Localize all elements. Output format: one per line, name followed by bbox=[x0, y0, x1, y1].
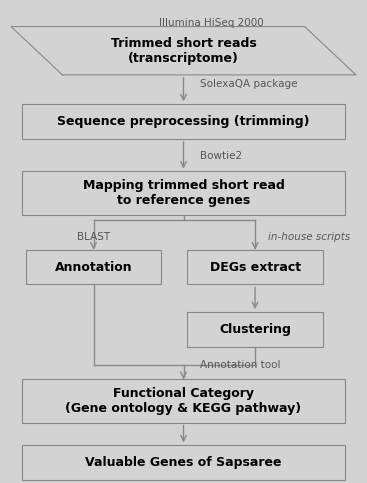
Polygon shape bbox=[11, 27, 356, 75]
Text: Mapping trimmed short read
to reference genes: Mapping trimmed short read to reference … bbox=[83, 179, 284, 207]
FancyBboxPatch shape bbox=[22, 445, 345, 480]
FancyBboxPatch shape bbox=[187, 250, 323, 284]
Text: in-house scripts: in-house scripts bbox=[268, 232, 350, 242]
Text: Annotation: Annotation bbox=[55, 261, 132, 273]
Text: Annotation tool: Annotation tool bbox=[200, 360, 280, 370]
Text: Illumina HiSeq 2000: Illumina HiSeq 2000 bbox=[160, 18, 264, 28]
Text: Trimmed short reads
(transcriptome): Trimmed short reads (transcriptome) bbox=[110, 37, 257, 65]
FancyBboxPatch shape bbox=[22, 379, 345, 423]
Text: Valuable Genes of Sapsaree: Valuable Genes of Sapsaree bbox=[85, 456, 282, 469]
Text: BLAST: BLAST bbox=[77, 232, 110, 242]
Text: Functional Category
(Gene ontology & KEGG pathway): Functional Category (Gene ontology & KEG… bbox=[65, 387, 302, 415]
Text: Bowtie2: Bowtie2 bbox=[200, 152, 242, 161]
Text: SolexaQA package: SolexaQA package bbox=[200, 79, 298, 89]
Text: Sequence preprocessing (trimming): Sequence preprocessing (trimming) bbox=[57, 115, 310, 128]
FancyBboxPatch shape bbox=[26, 250, 161, 284]
FancyBboxPatch shape bbox=[22, 171, 345, 215]
FancyBboxPatch shape bbox=[187, 312, 323, 347]
Text: DEGs extract: DEGs extract bbox=[210, 261, 301, 273]
Text: Clustering: Clustering bbox=[219, 323, 291, 336]
FancyBboxPatch shape bbox=[22, 104, 345, 139]
